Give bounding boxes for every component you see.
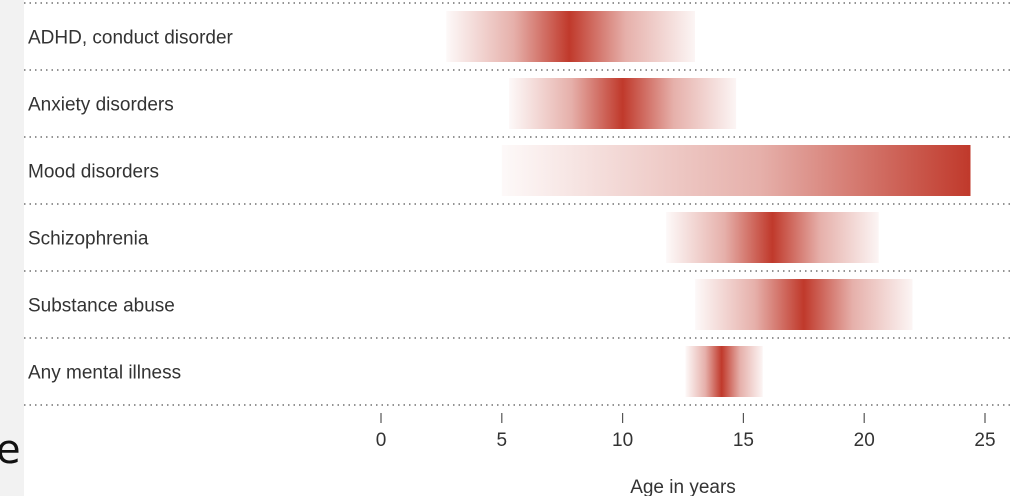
stray-letter: e [0, 427, 21, 473]
grid-layer [24, 2, 1011, 406]
x-axis: 0 5 10 15 20 25 Age in years [376, 413, 996, 496]
category-label: ADHD, conduct disorder [28, 28, 234, 49]
x-axis-title: Age in years [630, 477, 736, 496]
x-tick-label: 5 [497, 430, 508, 451]
range-bar [509, 78, 737, 129]
x-tick-label: 15 [733, 430, 754, 451]
range-bar [695, 279, 913, 330]
x-tick-label: 0 [376, 430, 387, 451]
label-layer: ADHD, conduct disorder Anxiety disorders M… [28, 28, 234, 384]
category-label: Substance abuse [28, 296, 175, 317]
category-label: Any mental illness [28, 363, 181, 384]
category-label: Mood disorders [28, 162, 159, 183]
range-bar [666, 212, 879, 263]
range-bar [685, 346, 763, 397]
x-tick-label: 25 [974, 430, 995, 451]
x-tick-label: 20 [854, 430, 875, 451]
left-margin-strip [0, 0, 24, 496]
range-bar [501, 145, 971, 196]
range-bar [446, 11, 695, 62]
x-tick-label: 10 [612, 430, 633, 451]
category-label: Anxiety disorders [28, 95, 174, 116]
category-label: Schizophrenia [28, 229, 149, 250]
bar-layer [446, 11, 971, 397]
